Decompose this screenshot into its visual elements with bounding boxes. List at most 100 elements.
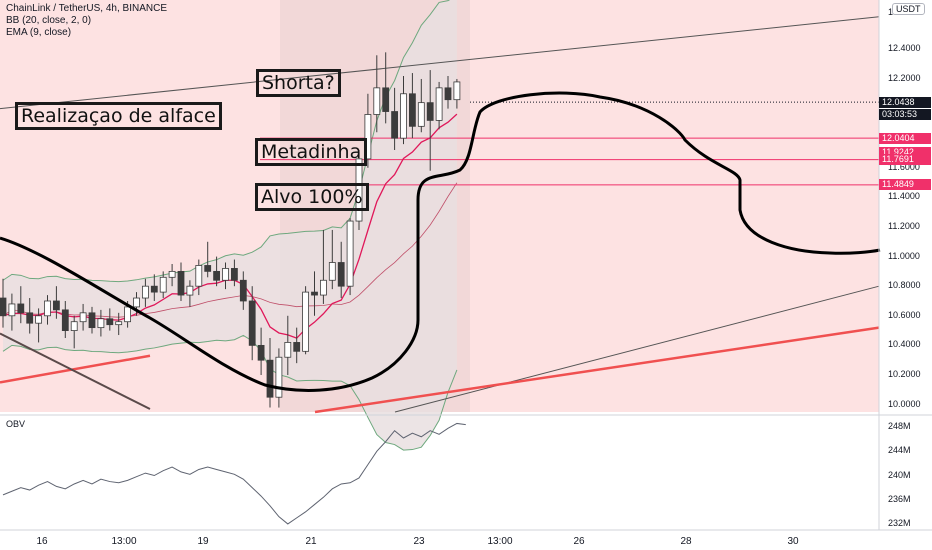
candle-body <box>159 276 167 293</box>
candle-body <box>284 342 292 358</box>
candle-body <box>168 270 176 278</box>
price-tick-label: 10.4000 <box>888 339 921 350</box>
candle-body <box>17 303 25 314</box>
candle-body <box>204 265 212 272</box>
price-tick-label: 10.0000 <box>888 398 921 409</box>
candle-body <box>373 87 381 115</box>
candle-body <box>88 312 96 329</box>
candle-body <box>257 344 265 361</box>
obv-tick-label: 244M <box>888 445 911 456</box>
candle-body <box>79 312 87 323</box>
time-tick-label: 19 <box>197 536 209 547</box>
price-tick-label: 11.0000 <box>888 250 920 261</box>
candle-body <box>106 318 114 326</box>
candle-body <box>186 285 194 296</box>
ema-line <box>2 113 458 339</box>
red-short-line <box>0 354 151 384</box>
annotation-alvo[interactable]: Alvo 100% <box>255 183 369 211</box>
candle-body <box>222 268 229 281</box>
candle-body <box>328 262 336 281</box>
candle-body <box>195 265 203 287</box>
time-tick-label: 23 <box>413 536 425 547</box>
bb-legend[interactable]: BB (20, close, 2, 0) <box>6 15 92 26</box>
candle-body <box>133 297 140 308</box>
candle-body <box>44 300 51 317</box>
obv-tick-label: 248M <box>888 421 911 432</box>
price-tick-label: 11.4000 <box>888 191 920 202</box>
candle-body <box>26 312 34 324</box>
candle-body <box>319 279 327 296</box>
price-tag-line: 11.4849 <box>879 179 931 191</box>
candle-body <box>337 262 345 287</box>
candle-body <box>408 93 416 127</box>
candle-body <box>70 321 78 331</box>
candle-body <box>97 318 105 329</box>
candle-body <box>177 270 185 296</box>
candle-body <box>417 102 425 127</box>
price-tick-label: 10.8000 <box>888 280 921 291</box>
bb-fill <box>3 0 457 451</box>
obv-pane-background <box>0 418 879 530</box>
annotation-shorta[interactable]: Shorta? <box>256 69 341 97</box>
price-tick-label: 12.2000 <box>888 72 921 83</box>
obv-legend[interactable]: OBV <box>6 419 26 429</box>
candle-body <box>275 356 283 398</box>
obv-tick-label: 232M <box>888 517 911 528</box>
time-tick-label: 30 <box>787 536 799 547</box>
price-tick-label: 12.4000 <box>888 43 921 54</box>
time-tick-label: 28 <box>680 536 692 547</box>
candle-body <box>0 297 7 317</box>
candle-body <box>302 291 310 352</box>
price-tick-label: 10.6000 <box>888 309 921 320</box>
candle-body <box>293 342 301 352</box>
price-tag-line: 12.0404 <box>879 132 931 144</box>
price-tag-countdown: 03:03:53 <box>879 108 931 120</box>
price-tick-label-top: 1 <box>888 7 894 17</box>
time-tick-label: 16 <box>36 536 48 547</box>
candle-body <box>266 359 274 398</box>
candle-body <box>426 102 434 121</box>
candle-body <box>382 87 390 112</box>
obv-tick-label: 236M <box>888 493 911 504</box>
price-tick-label: 11.6000 <box>888 161 920 172</box>
obv-tick-label: 240M <box>888 469 911 480</box>
price-tag-line: 11.7691 <box>879 154 931 166</box>
upper-trend-line <box>0 16 880 110</box>
candle-body <box>444 87 452 101</box>
ema-legend[interactable]: EMA (9, close) <box>6 27 72 38</box>
candle-body <box>391 111 399 139</box>
bb-lower-line <box>2 334 458 451</box>
candle-body <box>213 270 221 281</box>
candle-body <box>248 300 256 346</box>
candle-body <box>453 81 461 101</box>
candle-body <box>230 268 238 281</box>
symbol-legend[interactable]: ChainLink / TetherUS, 4h, BINANCE <box>6 3 168 14</box>
candle-body <box>311 291 318 296</box>
candle-body <box>35 315 42 324</box>
time-tick-label: 13:00 <box>487 536 513 547</box>
currency-badge[interactable]: USDT <box>892 3 925 15</box>
price-tag-line: 11.9242 <box>879 147 931 159</box>
candle-body <box>141 285 149 299</box>
candle-body <box>53 300 60 311</box>
candle-body <box>124 306 131 323</box>
annotation-alface[interactable]: Realizaçao de alface <box>15 102 222 130</box>
annotation-metadinha[interactable]: Metadinha <box>255 138 368 166</box>
candle-body <box>115 321 123 326</box>
bb-upper-line <box>2 0 451 283</box>
red-trend-line <box>314 326 880 414</box>
obv-line <box>2 422 466 525</box>
time-tick-label: 26 <box>573 536 585 547</box>
price-tick-label: 11.2000 <box>888 220 920 231</box>
price-tag-last: 12.0438 <box>879 96 931 108</box>
candle-body <box>355 158 363 222</box>
time-tick-label: 13:00 <box>111 536 137 547</box>
candle-body <box>364 114 372 160</box>
candle-body <box>400 93 407 139</box>
candle-body <box>435 87 443 121</box>
down-trend-line <box>0 332 151 410</box>
bb-basis-line <box>2 182 458 318</box>
candle-body <box>346 220 354 287</box>
candle-body <box>239 279 247 302</box>
